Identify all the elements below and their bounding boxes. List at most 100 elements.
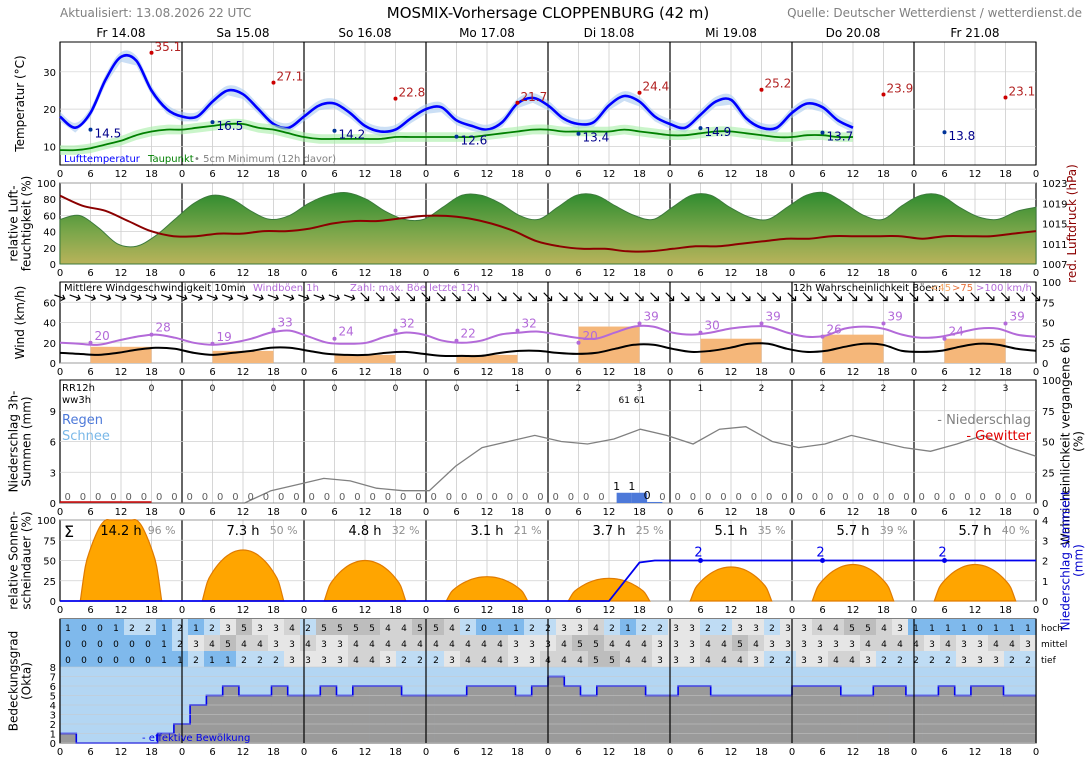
cloud-cell — [92, 619, 109, 635]
wind-direction-arrow — [604, 292, 614, 302]
y-tick-label: 20 — [43, 244, 56, 255]
cloud-cell — [396, 651, 413, 667]
hour-tick-label: 18 — [267, 747, 280, 758]
legend-gust-lt45: <45 — [930, 283, 951, 294]
cloud-cell — [76, 619, 93, 635]
day-label: Fr 14.08 — [96, 26, 145, 40]
cloud-cell — [764, 635, 781, 651]
hour-tick-label: 6 — [331, 747, 337, 758]
cloud-cell-value: 2 — [881, 656, 887, 666]
max-gust-label: 19 — [217, 330, 232, 344]
wind-direction-arrow — [741, 292, 751, 302]
cloud-cell — [764, 651, 781, 667]
precipitation-zero-label: 0 — [583, 492, 589, 503]
cloud-cell — [508, 635, 525, 651]
cloud-cell-value: 3 — [961, 656, 967, 666]
cloud-cell — [412, 651, 429, 667]
hour-tick-label: 6 — [209, 605, 215, 616]
cloud-cell-value: 1 — [161, 656, 167, 666]
hour-tick-label: 6 — [697, 507, 703, 518]
hour-tick-label: 0 — [301, 367, 307, 378]
cloud-cell — [76, 635, 93, 651]
cloud-cell-value: 4 — [561, 656, 567, 666]
y-tick-label: 40 — [43, 228, 56, 239]
min-temp-marker — [88, 127, 93, 132]
axis-title-line: red. Luftdruck (hPa) — [1065, 164, 1079, 283]
hour-tick-label: 0 — [423, 169, 429, 180]
hour-tick-label: 18 — [755, 268, 768, 279]
cloud-cell-value: 2 — [177, 624, 183, 634]
cloud-cell-value: 3 — [577, 624, 583, 634]
min-temp-label: 14.5 — [95, 127, 122, 141]
precipitation-bar-label: 1 — [613, 480, 620, 493]
cloud-cell-value: 1 — [497, 624, 503, 634]
cloud-cell — [412, 635, 429, 651]
hour-tick-label: 18 — [877, 169, 890, 180]
cloud-cell-value: 5 — [849, 624, 855, 634]
source-credit: Quelle: Deutscher Wetterdienst / wetterd… — [787, 6, 1082, 20]
sunshine-daily-hours: 3.1 h — [470, 524, 503, 539]
cloud-cell — [828, 635, 845, 651]
hour-tick-label: 18 — [999, 169, 1012, 180]
precipitation-zero-label: 0 — [293, 492, 299, 503]
cloud-cell — [732, 619, 749, 635]
cloud-cell-value: 4 — [721, 640, 727, 650]
hour-tick-label: 0 — [545, 169, 551, 180]
cloud-cell — [620, 635, 637, 651]
cloud-cell-value: 5 — [337, 624, 343, 634]
cloud-cell-value: 2 — [465, 624, 471, 634]
hour-tick-label: 18 — [633, 747, 646, 758]
day-label: Fr 21.08 — [950, 26, 999, 40]
hour-tick-label: 0 — [1033, 367, 1039, 378]
cloud-okta-bar — [759, 695, 777, 743]
precipitation-zero-label: 0 — [812, 492, 818, 503]
arrow-shape — [298, 294, 310, 302]
hour-tick-label: 6 — [819, 605, 825, 616]
cloud-cell — [668, 651, 685, 667]
cloud-cell — [716, 651, 733, 667]
cloud-cell-value: 0 — [129, 656, 135, 666]
ww3h-code: 61 — [634, 396, 645, 406]
hour-tick-label: 18 — [999, 507, 1012, 518]
y-tick-label: 100 — [37, 516, 56, 527]
min-temp-label: 13.8 — [949, 129, 976, 143]
cloud-cell-value: 4 — [353, 656, 359, 666]
hour-tick-label: 18 — [389, 747, 402, 758]
precipitation-zero-label: 0 — [339, 492, 345, 503]
cloud-cell-value: 3 — [257, 624, 263, 634]
hour-tick-label: 12 — [725, 507, 738, 518]
cloud-cell-value: 4 — [1009, 640, 1015, 650]
cloud-cell — [316, 635, 333, 651]
cloud-cell-value: 4 — [497, 656, 503, 666]
hour-tick-label: 0 — [667, 169, 673, 180]
cloud-cell — [652, 635, 669, 651]
precipitation-zero-label: 0 — [857, 492, 863, 503]
y-tick-label: 0 — [50, 499, 56, 510]
cloud-cell — [572, 619, 589, 635]
cloud-cell-value: 4 — [449, 624, 455, 634]
cloud-cell-value: 5 — [417, 624, 423, 634]
hour-tick-label: 12 — [359, 367, 372, 378]
hour-tick-label: 18 — [267, 507, 280, 518]
legend-thunderstorm: - Gewitter — [966, 429, 1031, 444]
y-tick-label: 20 — [43, 339, 56, 350]
hour-tick-label: 6 — [209, 268, 215, 279]
precipitation-zero-label: 0 — [430, 492, 436, 503]
wind-direction-arrow — [482, 292, 492, 302]
cloud-cell — [988, 635, 1005, 651]
cumulative-marker — [942, 558, 947, 563]
cloud-cell-value: 4 — [897, 640, 903, 650]
cloud-cell-value: 4 — [241, 640, 247, 650]
wind-direction-arrow — [1016, 292, 1025, 302]
cloud-cell-value: 4 — [481, 656, 487, 666]
axis-title-line: Niederschlag summiert — [1059, 490, 1073, 630]
hour-tick-label: 0 — [179, 605, 185, 616]
max-gust-label: 24 — [949, 325, 964, 339]
y-tick-label: 60 — [43, 298, 56, 309]
y-tick-label: 0 — [50, 739, 56, 750]
cloud-cell-value: 4 — [625, 640, 631, 650]
cloud-cell — [908, 635, 925, 651]
wind-direction-arrow — [787, 292, 797, 302]
hour-tick-label: 6 — [87, 268, 93, 279]
cloud-cell — [284, 635, 301, 651]
